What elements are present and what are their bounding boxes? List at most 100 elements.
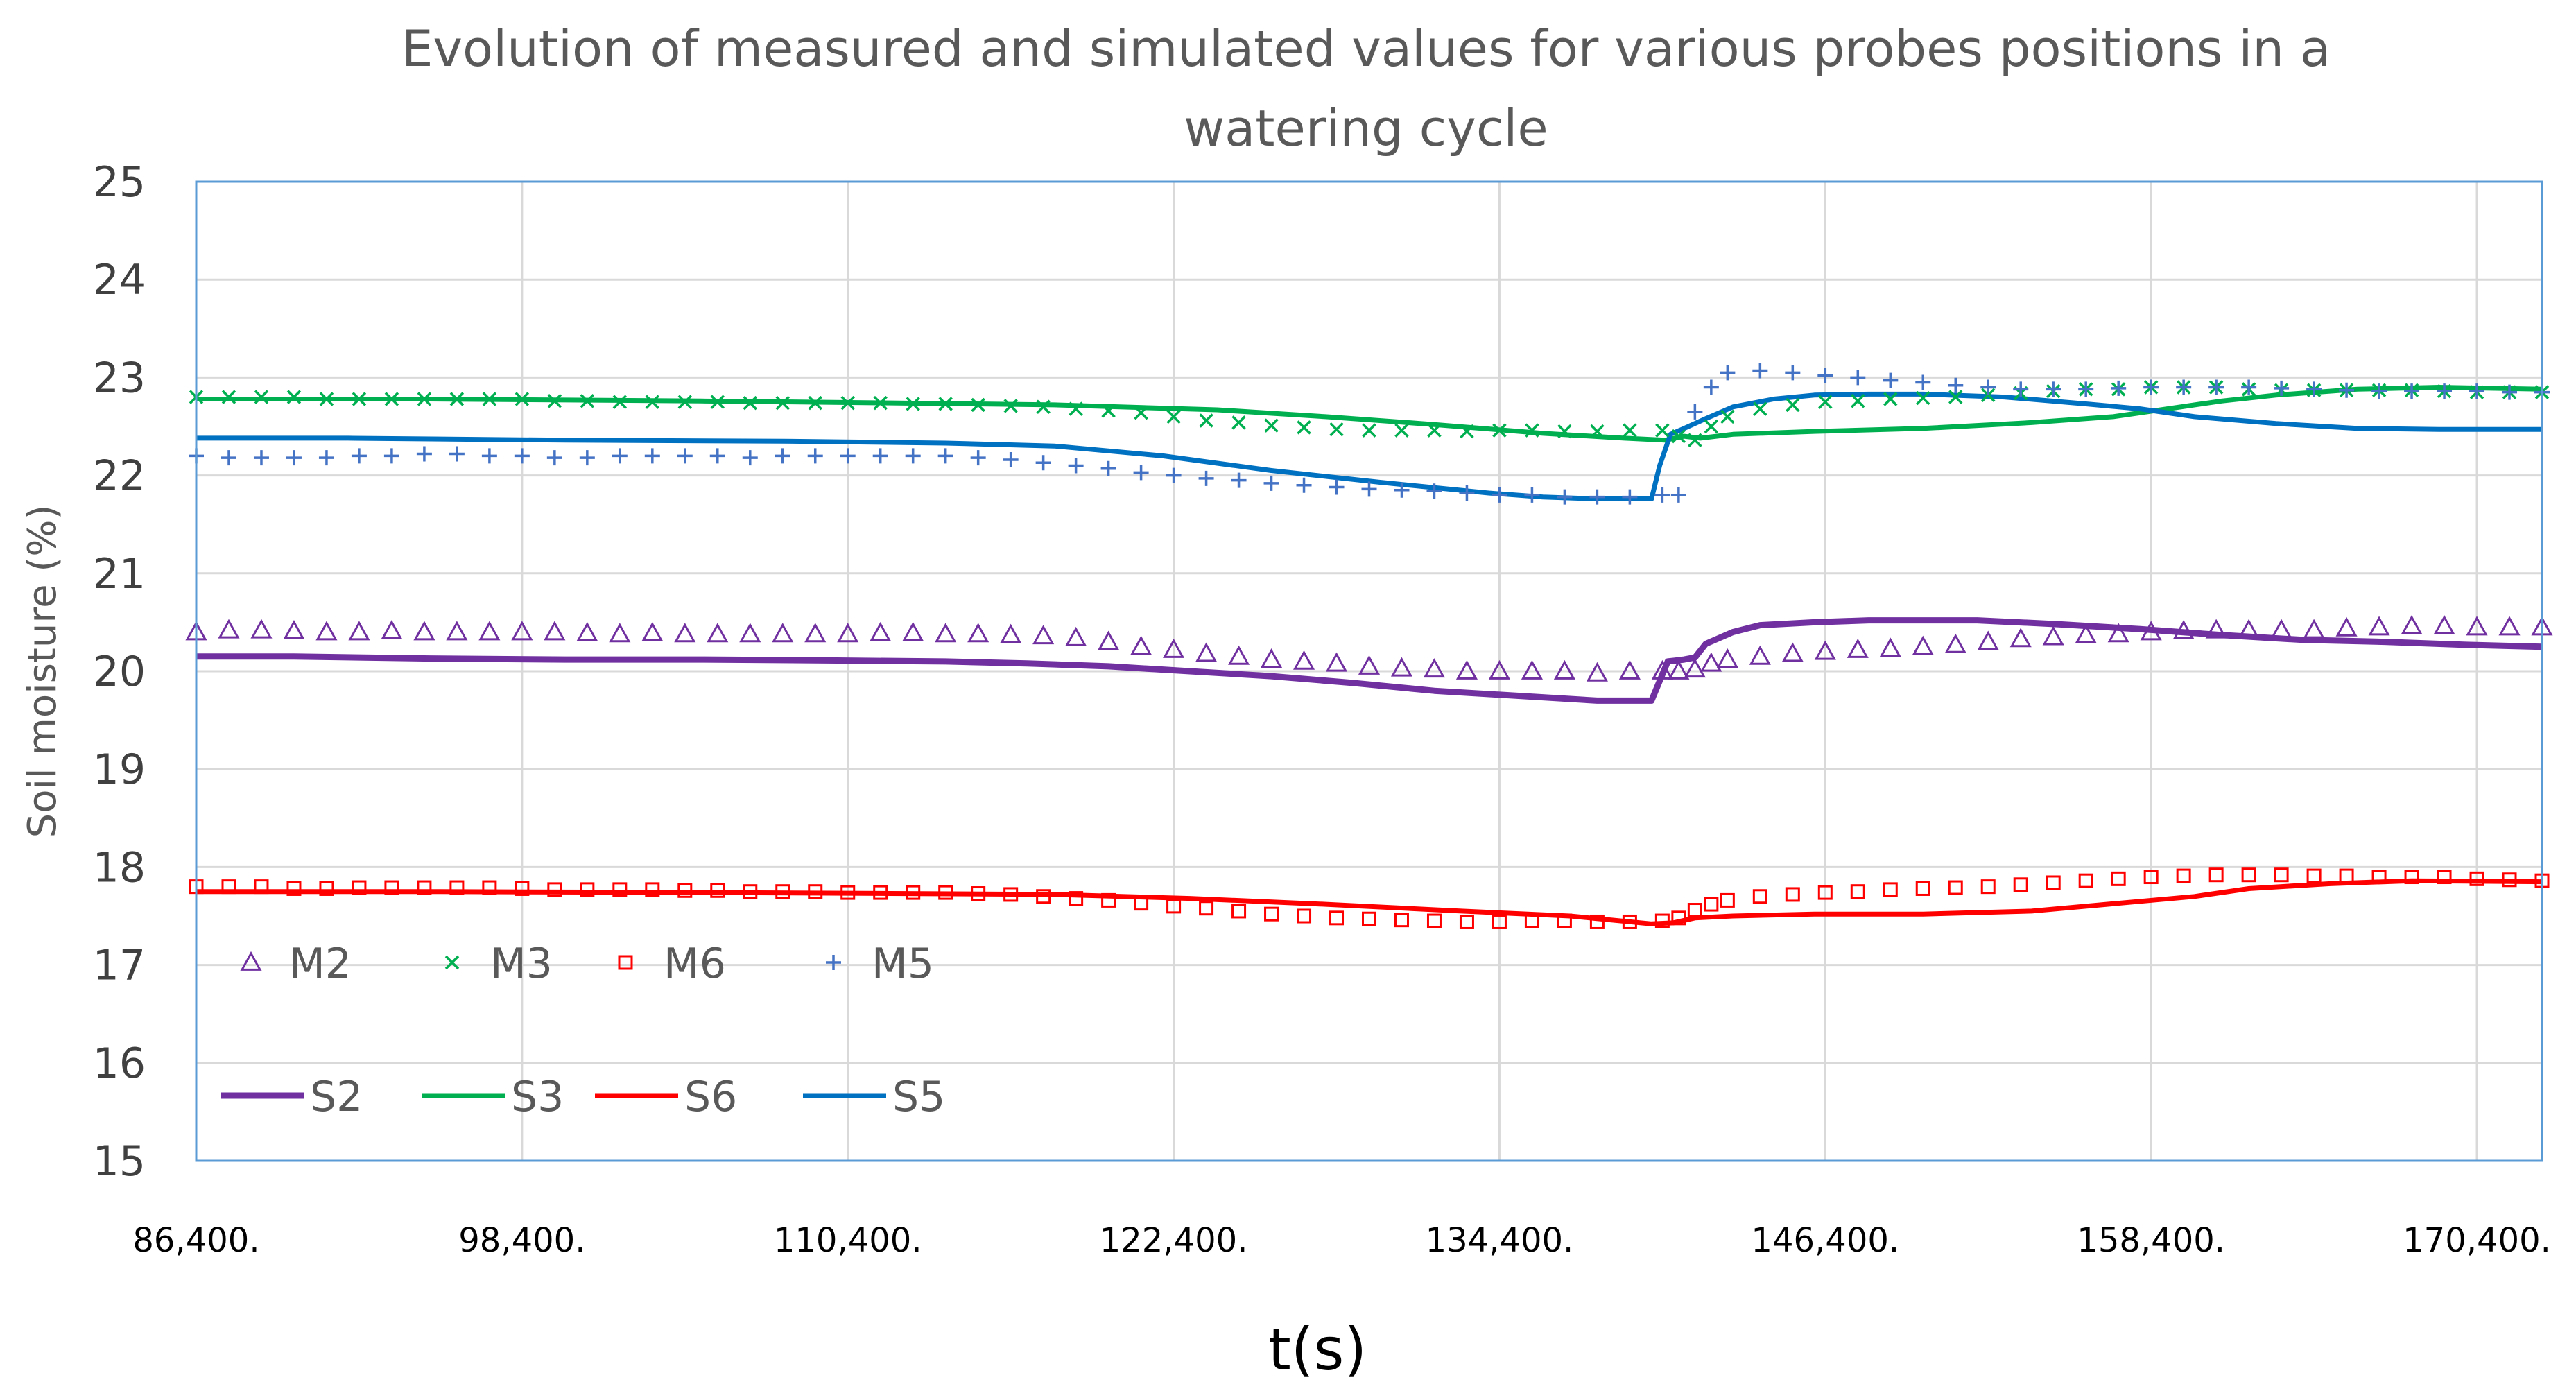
point-m5	[2111, 380, 2127, 396]
point-m6	[2404, 870, 2419, 885]
line-s2	[196, 617, 2543, 704]
point-m6	[971, 886, 986, 901]
point-m5	[677, 448, 693, 464]
legend-swatch	[240, 951, 262, 971]
point-m3	[1590, 424, 1605, 439]
point-m6	[449, 880, 465, 895]
point-m3	[1394, 423, 1409, 438]
legend-item-s3: S3	[422, 1073, 564, 1121]
point-m2	[1195, 642, 1218, 662]
point-m6	[1622, 914, 1637, 929]
point-m2	[1684, 658, 1706, 678]
point-m2	[1065, 626, 1087, 646]
point-m6	[1671, 910, 1686, 926]
y-tick-label: 25	[93, 158, 146, 207]
point-m2	[2270, 619, 2292, 639]
legend-item-m5: M5	[826, 940, 934, 988]
point-m2	[2205, 619, 2227, 639]
legend-item-s6: S6	[595, 1073, 737, 1121]
point-m6	[1948, 880, 1963, 895]
point-m6	[1883, 882, 1898, 897]
point-m5	[1035, 455, 1051, 471]
point-m3	[1329, 422, 1344, 437]
point-m3	[1069, 401, 1083, 416]
chart-title-line-2: watering cycle	[1184, 99, 1548, 157]
point-m5	[286, 450, 302, 466]
x-tick-label: 122,400.	[1100, 1221, 1248, 1260]
point-m5	[1654, 487, 1670, 503]
point-m5	[2469, 383, 2485, 399]
point-m5	[579, 450, 595, 466]
point-m5	[221, 450, 236, 466]
point-m3	[352, 392, 367, 406]
point-m2	[544, 621, 566, 641]
point-m6	[1199, 901, 1214, 916]
point-m3	[840, 395, 855, 411]
legend-swatch	[618, 955, 633, 970]
point-m6	[2046, 875, 2061, 890]
point-m2	[1000, 623, 1022, 643]
point-m3	[1623, 423, 1637, 438]
point-m2	[1358, 655, 1381, 675]
point-m5	[449, 446, 465, 462]
legend-label: S2	[310, 1073, 363, 1121]
point-m3	[221, 390, 236, 404]
point-m6	[1231, 904, 1247, 919]
point-m3	[1883, 392, 1898, 406]
point-m2	[478, 621, 501, 641]
y-tick-label: 15	[93, 1137, 146, 1186]
point-m5	[1948, 377, 1964, 393]
point-m2	[1749, 645, 1771, 665]
legend-swatch	[444, 955, 460, 970]
legend-item-s2: S2	[221, 1073, 363, 1121]
point-m3	[1655, 423, 1670, 438]
point-m6	[2437, 870, 2452, 885]
point-m2	[250, 619, 273, 639]
point-m5	[2078, 381, 2094, 397]
point-m5	[416, 446, 432, 462]
point-m3	[1297, 420, 1311, 435]
point-m5	[1785, 365, 1801, 381]
point-m2	[1130, 635, 1152, 655]
point-m5	[481, 448, 497, 464]
point-m5	[2404, 383, 2420, 399]
point-m6	[580, 882, 595, 897]
point-m3	[1166, 409, 1181, 424]
point-m6	[1915, 881, 1930, 896]
point-m2	[609, 623, 631, 643]
point-m5	[1068, 458, 1084, 474]
point-m3	[547, 394, 562, 408]
point-m2	[2498, 616, 2521, 636]
point-m5	[383, 448, 399, 464]
point-m3	[1948, 390, 1963, 404]
point-m6	[1654, 913, 1670, 928]
point-m2	[2140, 621, 2162, 641]
legend-swatch	[826, 955, 841, 970]
point-m6	[1362, 911, 1376, 926]
point-m6	[254, 879, 269, 895]
point-m5	[1231, 472, 1247, 488]
point-m3	[1981, 388, 1996, 403]
point-m6	[2469, 871, 2484, 886]
point-m6	[2176, 868, 2191, 883]
point-m2	[707, 623, 729, 643]
point-m6	[1720, 892, 1735, 908]
point-m3	[775, 395, 790, 411]
point-m2	[1879, 637, 1901, 657]
point-m6	[1589, 914, 1605, 929]
point-m5	[1524, 487, 1540, 503]
y-tick-label: 22	[93, 452, 146, 501]
point-m6	[286, 881, 302, 896]
point-m2	[1651, 659, 1673, 680]
point-m2	[2466, 616, 2488, 636]
legend-item-m6: M6	[618, 940, 726, 988]
point-m3	[1231, 415, 1246, 430]
point-m5	[1752, 363, 1768, 379]
point-m6	[645, 882, 660, 897]
point-m6	[1101, 892, 1116, 908]
point-m6	[1850, 884, 1865, 899]
point-m3	[449, 392, 465, 406]
y-tick-label: 21	[93, 550, 146, 598]
point-m2	[1618, 659, 1641, 680]
